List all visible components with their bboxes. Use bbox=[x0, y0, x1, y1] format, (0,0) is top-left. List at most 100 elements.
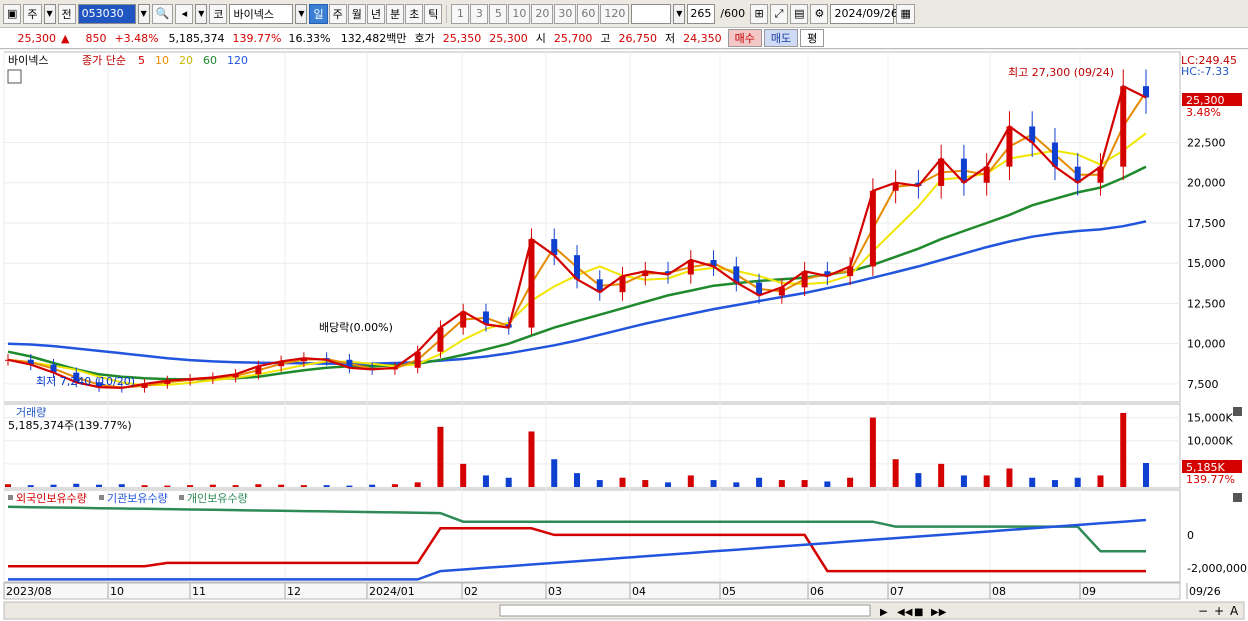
zoom-control-1[interactable]: + bbox=[1214, 604, 1224, 618]
ma5-line bbox=[7, 84, 1147, 390]
interval-tab-20[interactable]: 20 bbox=[531, 3, 554, 24]
volume-bar bbox=[756, 477, 763, 487]
nav-control-0[interactable]: ▶ bbox=[880, 607, 888, 618]
interval-tab-30[interactable]: 30 bbox=[554, 3, 577, 24]
period-tab-3[interactable]: 년 bbox=[366, 3, 385, 24]
holdings-legend-marker bbox=[99, 495, 104, 500]
interval-tab-60[interactable]: 60 bbox=[577, 3, 600, 24]
interval-tabs: 1 3 5 10 20 30 60 120 bbox=[451, 3, 630, 24]
x-label: 2024/01 bbox=[369, 585, 415, 598]
volume-bar bbox=[209, 484, 216, 487]
candle-body bbox=[938, 158, 945, 186]
candle-body bbox=[960, 158, 967, 183]
volume-bar bbox=[938, 463, 945, 487]
stock-code-dropdown-icon[interactable]: ▼ bbox=[137, 3, 150, 24]
period-tab-6[interactable]: 틱 bbox=[424, 3, 443, 24]
nav-control-3[interactable]: ▶▶ bbox=[931, 607, 947, 618]
volume-bar bbox=[687, 475, 694, 487]
interval-tab-5[interactable]: 5 bbox=[489, 3, 508, 24]
chart-tool-icon[interactable]: ⊞ bbox=[750, 3, 769, 24]
volume-bar bbox=[278, 484, 285, 487]
volume-bar bbox=[642, 480, 649, 487]
stock-name-dropdown-icon[interactable]: ▼ bbox=[295, 3, 308, 24]
price-tick: 22,500 bbox=[1187, 137, 1226, 150]
x-label: 2023/08 bbox=[6, 585, 52, 598]
holdings-tick: 0 bbox=[1187, 529, 1194, 542]
market-type-dropdown-icon[interactable]: ▼ bbox=[43, 3, 56, 24]
buy-button[interactable]: 매수 bbox=[727, 29, 762, 47]
candle-body bbox=[255, 366, 262, 375]
candle-body bbox=[1051, 142, 1058, 167]
candle-body bbox=[460, 311, 467, 328]
x-label: 02 bbox=[464, 585, 478, 598]
volume-bar bbox=[187, 485, 194, 487]
zoom-control-2[interactable]: A bbox=[1230, 604, 1239, 618]
volume-tick: 15,000K bbox=[1187, 412, 1233, 425]
volume-last-text: 5,185K bbox=[1186, 461, 1225, 474]
volume-bar bbox=[1006, 468, 1013, 487]
volume-bar bbox=[778, 480, 785, 487]
interval-tab-3[interactable]: 3 bbox=[470, 3, 489, 24]
nav-control-2[interactable]: ■ bbox=[914, 607, 923, 618]
price-change-pct: +3.48% bbox=[114, 31, 159, 45]
chart-scrollbar[interactable] bbox=[499, 604, 871, 617]
interval-tab-1[interactable]: 1 bbox=[451, 3, 470, 24]
zoom-control-0[interactable]: − bbox=[1198, 604, 1208, 618]
volume-bar bbox=[596, 480, 603, 487]
period-tab-0[interactable]: 일 bbox=[309, 3, 328, 24]
volume-bar bbox=[369, 484, 376, 487]
candle-body bbox=[619, 276, 626, 293]
candle-body bbox=[141, 383, 148, 388]
search-icon[interactable]: 🔍 bbox=[151, 3, 174, 24]
volume-bar bbox=[73, 483, 80, 487]
interval-custom-input[interactable] bbox=[631, 3, 672, 24]
ma120-line bbox=[7, 220, 1147, 366]
sell-button[interactable]: 매도 bbox=[763, 29, 799, 47]
stock-code-input[interactable]: 053030 bbox=[77, 3, 136, 24]
market-type-select[interactable]: 주 bbox=[23, 3, 42, 24]
speaker-dropdown-icon[interactable]: ▼ bbox=[195, 3, 208, 24]
speaker-icon[interactable]: ◂ bbox=[175, 3, 194, 24]
date-input[interactable]: 2024/09/26 bbox=[830, 3, 898, 24]
candle-body bbox=[733, 266, 740, 283]
volume-bar bbox=[1097, 475, 1104, 487]
count-input[interactable]: 265 bbox=[687, 3, 716, 24]
stock-name-field[interactable]: 바이넥스 bbox=[229, 3, 294, 24]
table-icon[interactable] bbox=[7, 69, 22, 84]
quote-bar: 25,300 ▲ 850 +3.48% 5,185,374 139.77% 16… bbox=[0, 28, 1248, 49]
volume-close-icon[interactable] bbox=[1233, 407, 1242, 416]
nav-control-1[interactable]: ◀◀ bbox=[897, 607, 913, 618]
holdings-legend-0: 외국인보유수량 bbox=[16, 492, 87, 505]
candle-body bbox=[892, 182, 899, 191]
volume-bar bbox=[1029, 477, 1036, 487]
holdings-legend-marker bbox=[179, 495, 184, 500]
period-tab-4[interactable]: 분 bbox=[385, 3, 405, 24]
holdings-close-icon[interactable] bbox=[1233, 493, 1242, 502]
volume-bar bbox=[847, 477, 854, 487]
gear-icon[interactable]: ⚙ bbox=[810, 3, 829, 24]
save-icon[interactable]: ▤ bbox=[790, 3, 809, 24]
interval-dropdown-icon[interactable]: ▼ bbox=[673, 3, 686, 24]
candle-body bbox=[1143, 86, 1149, 98]
period-tab-1[interactable]: 주 bbox=[328, 3, 347, 24]
volume-bar bbox=[1143, 463, 1149, 487]
volume-bar bbox=[505, 477, 512, 487]
interval-tab-10[interactable]: 10 bbox=[508, 3, 531, 24]
period-tab-2[interactable]: 월 bbox=[347, 3, 366, 24]
hc-label: HC:-7.33 bbox=[1181, 65, 1229, 78]
eval-button[interactable]: 평 bbox=[800, 29, 825, 47]
volume-bar bbox=[710, 480, 717, 487]
volume-bar bbox=[96, 484, 103, 487]
layout-icon[interactable]: ▣ bbox=[3, 3, 22, 24]
volume-bar bbox=[27, 485, 34, 487]
calendar-icon[interactable]: ▦ bbox=[896, 3, 915, 24]
interval-tab-120[interactable]: 120 bbox=[600, 3, 630, 24]
candle-body bbox=[278, 361, 285, 367]
volume-bar bbox=[983, 475, 990, 487]
draw-tool-icon[interactable]: ⤢ bbox=[770, 3, 789, 24]
period-tab-5[interactable]: 초 bbox=[405, 3, 424, 24]
volume-bar bbox=[528, 431, 535, 487]
market-type2-button[interactable]: 전 bbox=[57, 3, 76, 24]
legend-stock-name: 바이넥스 bbox=[8, 54, 48, 67]
